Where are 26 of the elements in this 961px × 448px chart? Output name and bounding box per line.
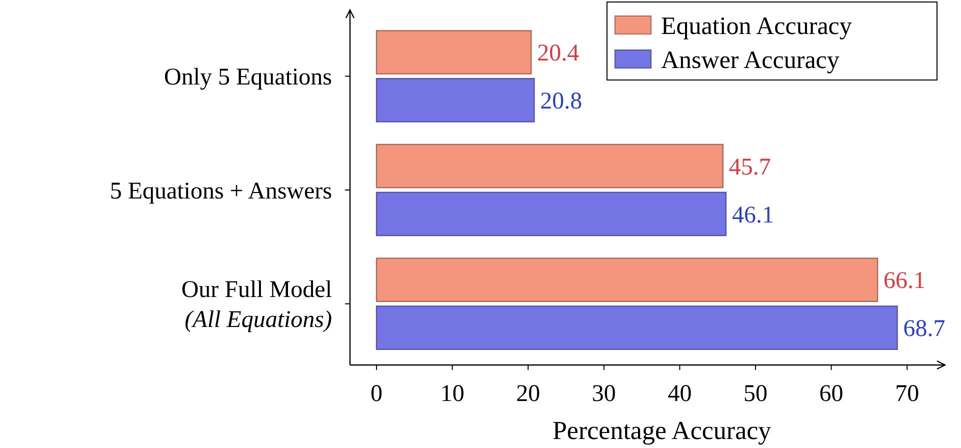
legend-label: Equation Accuracy [661,12,852,40]
x-tick-label: 60 [819,381,844,407]
bar [376,192,727,236]
x-axis-title: Percentage Accuracy [552,416,772,445]
data-label: 45.7 [728,154,771,180]
bar [376,306,898,350]
x-tick-label: 30 [592,381,616,407]
x-tick-label: 10 [440,381,464,407]
bar [376,144,724,188]
y-tick-label: Our Full Model (All Equations) [181,277,332,334]
x-tick-label: 20 [516,381,540,407]
x-tick-label: 70 [895,381,920,407]
x-tick-label: 50 [744,381,768,407]
bar [376,30,532,74]
x-tick-label: 40 [668,381,692,407]
y-tick-label: Only 5 Equations [164,64,332,91]
data-label: 68.7 [903,316,946,342]
data-label: 66.1 [884,268,926,294]
data-label: 20.4 [537,40,580,67]
bar [376,78,535,122]
legend-label: Answer Accuracy [661,46,840,74]
data-label: 20.8 [540,88,582,115]
x-tick-label: 0 [370,381,383,407]
bar [376,258,878,302]
data-label: 46.1 [732,202,774,228]
y-tick-label: 5 Equations + Answers [110,178,332,204]
